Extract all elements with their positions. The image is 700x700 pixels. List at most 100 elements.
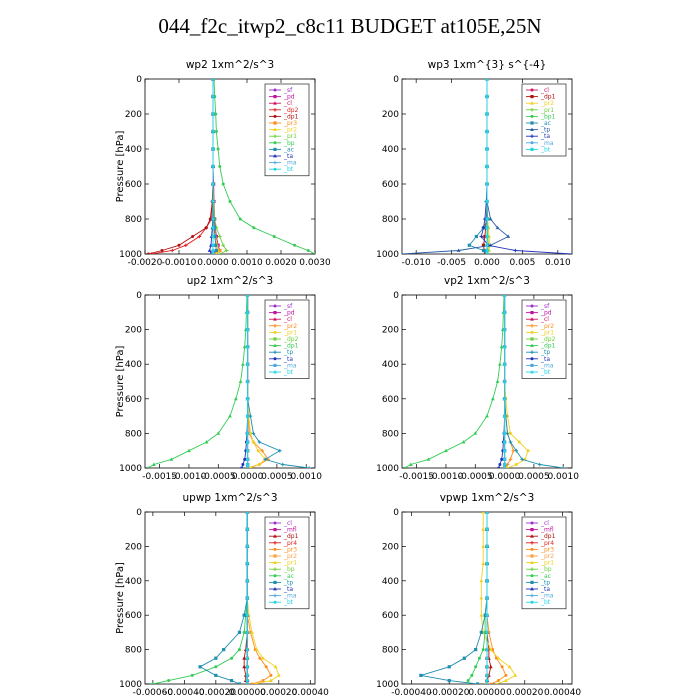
- legend: _cl_dp1_pr2_pr1_bp1_ac_tp_ta_ma_bt: [521, 83, 567, 157]
- data-point: [485, 562, 489, 566]
- legend-entry: _tp: [540, 349, 550, 356]
- data-point: [238, 217, 242, 221]
- legend-marker: [273, 534, 277, 538]
- data-point: [167, 679, 171, 683]
- data-point: [190, 673, 194, 677]
- data-point: [517, 440, 521, 444]
- data-point: [502, 414, 507, 418]
- x-tick-label: -0.00020: [196, 688, 237, 698]
- series-line-pr1: [247, 295, 266, 468]
- data-point: [502, 295, 507, 297]
- series-group: [146, 79, 315, 254]
- data-point: [485, 217, 489, 221]
- chart-panel-4: vp2 1xm^2/s^302004006008001000-0.0015-0.…: [376, 275, 579, 482]
- data-point: [260, 448, 265, 453]
- legend-marker: [273, 154, 277, 158]
- legend-marker: [530, 541, 534, 545]
- y-tick-label: 0: [393, 291, 399, 301]
- y-tick-label: 800: [125, 215, 142, 225]
- data-point: [473, 431, 478, 435]
- x-tick-label: 0.0020: [265, 258, 297, 268]
- data-point: [245, 596, 249, 600]
- data-point: [485, 630, 489, 634]
- y-tick-label: 600: [382, 395, 399, 405]
- legend-entry: _ta: [540, 356, 550, 363]
- data-point: [481, 248, 486, 253]
- data-point: [257, 463, 261, 467]
- legend-marker: [530, 574, 534, 578]
- x-tick-label: 0.0000: [489, 472, 521, 482]
- legend-entry: _dp1: [540, 94, 556, 101]
- data-point: [514, 448, 519, 453]
- data-point: [240, 466, 244, 468]
- data-point: [456, 248, 461, 252]
- figure-title: 044_f2c_itwp2_c8c11 BUDGET at105E,25N: [158, 14, 542, 38]
- data-point: [211, 252, 215, 254]
- legend-entry: _ma: [283, 160, 297, 167]
- legend-marker: [530, 147, 534, 151]
- legend-marker: [530, 580, 534, 584]
- legend: _sf_pd_cl_pr2_pr1_dp2_dp1_tp_ta_ma_bt: [264, 299, 310, 379]
- series-line-tp: [199, 512, 248, 684]
- data-point: [481, 544, 486, 548]
- legend-marker: [530, 317, 534, 321]
- plot-frame: [144, 294, 316, 469]
- legend-entry: _bt: [283, 166, 294, 173]
- data-point: [485, 226, 489, 230]
- data-point: [506, 466, 510, 468]
- data-point: [245, 656, 249, 660]
- legend-marker: [530, 567, 534, 571]
- legend-marker: [273, 324, 277, 328]
- data-point: [245, 562, 249, 566]
- data-point: [257, 440, 262, 444]
- data-point: [263, 457, 267, 462]
- legend-marker: [530, 554, 534, 558]
- legend-marker: [273, 574, 277, 578]
- data-point: [218, 234, 222, 239]
- legend-entry: _pr1: [283, 133, 297, 140]
- data-point: [306, 249, 310, 252]
- x-tick-label: 0.0005: [261, 472, 293, 482]
- data-point: [228, 200, 232, 203]
- x-tick-label: 0.000: [474, 258, 500, 268]
- y-tick-label: 1000: [119, 250, 142, 260]
- data-point: [467, 243, 471, 247]
- legend-entry: _pd: [283, 310, 295, 317]
- legend-marker: [273, 363, 277, 367]
- data-point: [245, 310, 250, 314]
- series-line-tp: [420, 512, 488, 684]
- legend: _sf_pd_cl_dp2_dp1_pr3_pr2_pr1_bp_ac_ta_m…: [264, 83, 310, 177]
- data-point: [228, 414, 232, 418]
- legend-entry: _pr1: [283, 329, 297, 336]
- data-point: [242, 656, 247, 660]
- legend-marker: [273, 541, 277, 545]
- legend-entry: _cl: [283, 100, 292, 107]
- data-point: [169, 457, 174, 461]
- data-point: [462, 656, 466, 660]
- data-point: [218, 252, 222, 254]
- x-tick-label: 0.00040: [544, 688, 581, 698]
- legend-entry: _cl: [540, 520, 549, 527]
- data-point: [497, 362, 502, 366]
- data-point: [261, 679, 265, 683]
- data-point: [214, 243, 218, 247]
- legend-entry: _ma: [540, 593, 554, 600]
- data-point: [250, 682, 254, 684]
- data-point: [485, 94, 489, 99]
- legend-entry: _sf: [540, 303, 550, 310]
- data-point: [251, 431, 256, 436]
- data-point: [503, 466, 506, 468]
- legend-marker: [273, 101, 277, 105]
- data-point: [151, 682, 155, 684]
- data-point: [485, 665, 489, 669]
- data-point: [561, 466, 566, 468]
- legend-marker: [273, 337, 277, 341]
- legend-marker: [273, 521, 277, 525]
- data-point: [485, 234, 489, 239]
- series-group: [402, 79, 572, 254]
- data-point: [496, 656, 501, 660]
- legend-marker: [273, 88, 277, 92]
- data-point: [485, 656, 489, 660]
- legend-entry: _tp: [540, 579, 550, 586]
- data-point: [447, 665, 451, 669]
